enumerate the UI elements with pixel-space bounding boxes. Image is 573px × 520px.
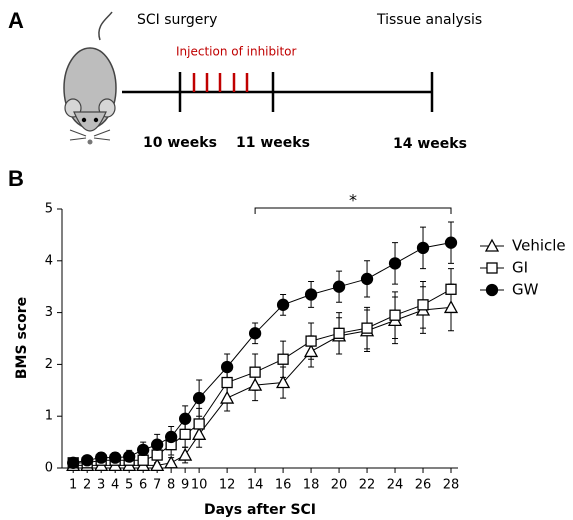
significance-label: * — [349, 191, 357, 210]
data-point — [95, 451, 108, 464]
x-tick-label: 1 — [69, 478, 77, 493]
data-point — [164, 455, 179, 469]
data-point — [332, 280, 346, 293]
data-point — [443, 300, 459, 314]
data-point — [192, 426, 207, 440]
panel-label: A — [8, 8, 24, 33]
week-label: 10 weeks — [143, 135, 217, 151]
legend-label: Vehicle — [512, 237, 566, 255]
x-tick-label: 18 — [303, 478, 320, 493]
x-tick-label: 6 — [139, 478, 147, 493]
data-point — [360, 272, 374, 286]
y-tick-label: 0 — [45, 461, 53, 476]
x-tick-label: 20 — [331, 478, 348, 493]
data-point — [248, 377, 263, 391]
y-axis-title: BMS score — [14, 297, 30, 379]
data-point — [305, 335, 317, 347]
data-point — [150, 458, 165, 472]
y-tick-label: 1 — [45, 409, 53, 424]
data-point — [304, 288, 318, 301]
data-point — [164, 430, 178, 444]
x-tick-label: 9 — [181, 478, 189, 493]
data-point — [277, 353, 289, 365]
mouse-icon — [63, 11, 117, 145]
data-point — [151, 449, 163, 461]
timeline-end: Tissue analysis — [376, 12, 482, 28]
timeline-start: SCI surgery — [137, 12, 217, 28]
data-point — [67, 456, 80, 469]
data-point — [137, 454, 149, 466]
data-point — [388, 257, 402, 270]
data-point — [109, 451, 122, 464]
injection-marks — [192, 73, 249, 92]
significance-bracket — [254, 207, 452, 214]
x-tick-label: 14 — [247, 478, 264, 493]
x-tick-label: 12 — [219, 478, 236, 493]
y-tick-label: 5 — [45, 202, 53, 217]
x-tick-label: 24 — [387, 478, 404, 493]
y-tick-label: 2 — [45, 357, 53, 372]
timeline — [122, 72, 434, 112]
x-tick-label: 10 — [191, 478, 208, 493]
x-tick-label: 22 — [359, 478, 376, 493]
data-point — [445, 283, 457, 295]
data-point — [417, 299, 429, 311]
data-point — [123, 450, 136, 463]
legend-marker — [486, 262, 498, 274]
data-point — [137, 443, 150, 457]
series-line — [73, 306, 452, 466]
week-label: 14 weeks — [393, 136, 467, 152]
data-point — [275, 375, 291, 389]
legend-marker — [485, 283, 499, 297]
legend-label: GW — [512, 281, 539, 299]
legend-label: GI — [512, 259, 528, 277]
data-point — [361, 322, 373, 334]
x-tick-label: 26 — [415, 478, 432, 493]
data-point — [220, 390, 235, 404]
data-point — [220, 360, 234, 374]
series-line — [73, 242, 452, 464]
x-tick-label: 16 — [275, 478, 292, 493]
data-point — [193, 418, 205, 430]
data-point — [81, 454, 94, 467]
legend-marker — [484, 238, 500, 252]
y-tick-label: 4 — [45, 253, 53, 268]
data-point — [416, 241, 430, 255]
x-tick-label: 28 — [443, 478, 460, 493]
data-point — [276, 298, 290, 311]
data-point — [333, 327, 345, 339]
x-tick-label: 4 — [111, 478, 119, 493]
x-tick-label: 7 — [153, 478, 161, 493]
data-point — [389, 309, 401, 321]
x-axis-title: Days after SCI — [204, 502, 316, 518]
data-point — [179, 428, 191, 440]
x-tick-label: 8 — [167, 478, 175, 493]
y-tick-label: 3 — [45, 305, 53, 320]
data-point — [221, 376, 233, 389]
x-tick-label: 3 — [97, 478, 105, 493]
data-point — [303, 344, 319, 358]
injection-label: Injection of inhibitor — [176, 45, 297, 59]
data-point — [192, 391, 206, 405]
data-point — [178, 412, 192, 425]
data-point — [248, 327, 262, 340]
data-point — [178, 447, 193, 461]
x-tick-label: 5 — [125, 478, 133, 493]
x-tick-label: 2 — [83, 478, 91, 493]
panel-label: B — [8, 166, 24, 191]
data-point — [151, 438, 164, 451]
data-point — [444, 236, 458, 249]
data-point — [249, 366, 261, 378]
week-label: 11 weeks — [236, 135, 310, 151]
